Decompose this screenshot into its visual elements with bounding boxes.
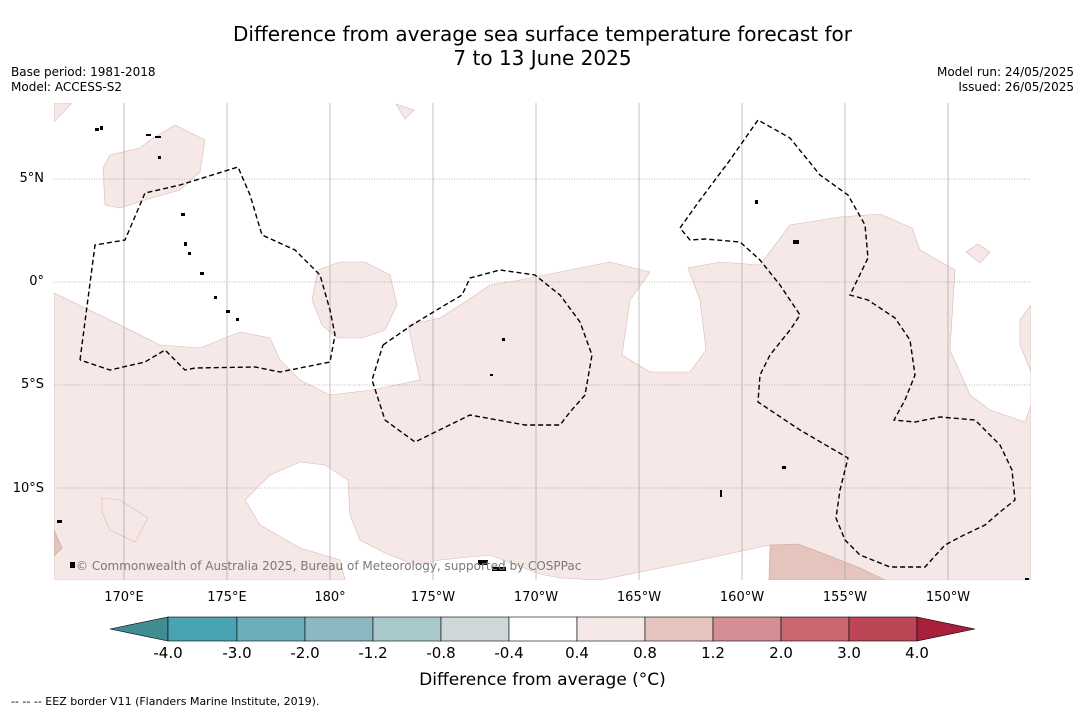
colorbar-tick: -4.0 xyxy=(153,644,183,662)
colorbar-bin-1 xyxy=(167,616,238,642)
lon-label-180: 180° xyxy=(314,590,346,605)
colorbar-tick: 0.4 xyxy=(565,644,589,662)
colorbar-bin-4 xyxy=(372,616,442,642)
lon-label-175w: 175°W xyxy=(410,590,456,605)
colorbar-bin-5 xyxy=(440,616,510,642)
eez-borders xyxy=(79,119,1016,568)
lon-label-165w: 165°W xyxy=(616,590,662,605)
map-title: Difference from average sea surface temp… xyxy=(0,22,1085,70)
lat-label-0: 0° xyxy=(29,274,44,289)
lat-label-10s: 10°S xyxy=(12,481,44,496)
colorbar-tick: 0.8 xyxy=(633,644,657,662)
issued-text: Issued: 26/05/2025 xyxy=(958,80,1074,94)
colorbar-low-extension xyxy=(109,616,169,642)
lon-label-150w: 150°W xyxy=(925,590,971,605)
lon-gridlines xyxy=(123,103,949,580)
anomaly-patch-warm-left xyxy=(54,529,63,557)
lon-label-160w: 160°W xyxy=(719,590,765,605)
colorbar-tick: -3.0 xyxy=(222,644,252,662)
copyright-text: © Commonwealth of Australia 2025, Bureau… xyxy=(76,559,582,573)
lat-label-5s: 5°S xyxy=(20,377,44,392)
eez-footnote: -- -- -- EEZ border V11 (Flanders Marine… xyxy=(11,695,320,708)
colorbar-bin-8 xyxy=(644,616,714,642)
colorbar-tick: 4.0 xyxy=(905,644,929,662)
colorbar-bin-9 xyxy=(712,616,782,642)
colorbar-tick: 1.2 xyxy=(701,644,725,662)
lat-label-5n: 5°N xyxy=(19,171,45,186)
islands xyxy=(57,126,1029,580)
colorbar-tick: 2.0 xyxy=(769,644,793,662)
colorbar-bin-7 xyxy=(576,616,646,642)
colorbar-tick: -0.4 xyxy=(494,644,524,662)
model-run-text: Model run: 24/05/2025 xyxy=(936,65,1074,79)
map-area xyxy=(54,103,1031,580)
anomaly-patch-top xyxy=(395,103,415,120)
lon-label-170w: 170°W xyxy=(513,590,559,605)
info-left: Base period: 1981-2018 Model: ACCESS-S2 xyxy=(11,65,156,95)
anomaly-band-main xyxy=(54,213,1031,580)
colorbar-tick: -0.8 xyxy=(426,644,456,662)
colorbar-bin-10 xyxy=(780,616,850,642)
colorbar-tick: 3.0 xyxy=(837,644,861,662)
lon-label-175e: 175°E xyxy=(207,590,247,605)
lon-label-170e: 170°E xyxy=(104,590,144,605)
colorbar-tick: -1.2 xyxy=(358,644,388,662)
colorbar-bin-11 xyxy=(848,616,918,642)
model-text: Model: ACCESS-S2 xyxy=(11,80,123,94)
anomaly-patch-north xyxy=(102,124,206,209)
colorbar-bin-6 xyxy=(508,616,578,642)
lon-label-155w: 155°W xyxy=(822,590,868,605)
info-right: Model run: 24/05/2025 Issued: 26/05/2025 xyxy=(937,65,1074,95)
colorbar-bin-3 xyxy=(304,616,374,642)
lat-gridlines xyxy=(54,178,1031,489)
colorbar-high-extension xyxy=(916,616,976,642)
anomaly-patch-warm xyxy=(768,543,886,580)
colorbar-title: Difference from average (°C) xyxy=(419,670,666,690)
title-line-1: Difference from average sea surface temp… xyxy=(232,22,852,46)
anomaly-patch-topleft xyxy=(54,103,73,123)
anomaly-patch-east xyxy=(965,243,991,264)
colorbar-bin-2 xyxy=(236,616,306,642)
colorbar-tick: -2.0 xyxy=(290,644,320,662)
title-line-2: 7 to 13 June 2025 xyxy=(453,46,632,70)
colorbar xyxy=(109,616,976,642)
base-period-text: Base period: 1981-2018 xyxy=(11,65,156,79)
anomaly-patch-equator xyxy=(311,261,398,339)
